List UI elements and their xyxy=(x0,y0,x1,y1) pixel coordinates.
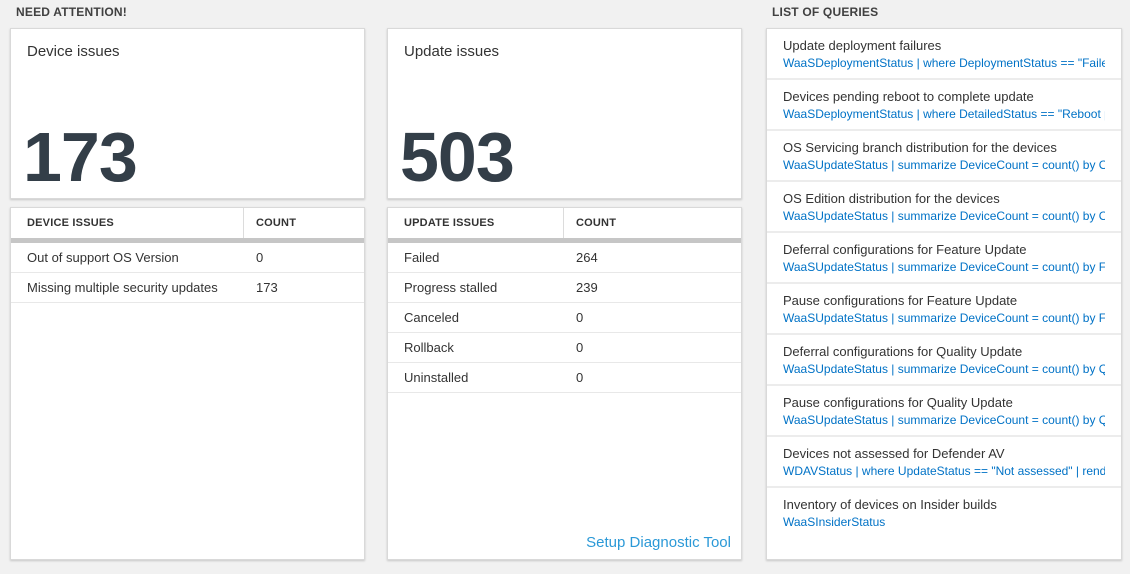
query-title: Deferral configurations for Feature Upda… xyxy=(783,242,1027,257)
device-issues-count: 173 xyxy=(23,118,138,196)
query-code-link[interactable]: WaaSUpdateStatus | summarize DeviceCount… xyxy=(783,209,1105,223)
query-title: Devices not assessed for Defender AV xyxy=(783,446,1005,461)
issue-count: 239 xyxy=(576,280,598,295)
query-list-item[interactable]: Deferral configurations for Feature Upda… xyxy=(767,233,1121,284)
query-title: Deferral configurations for Quality Upda… xyxy=(783,344,1023,359)
device-issues-header-count: COUNT xyxy=(256,217,297,229)
query-title: OS Edition distribution for the devices xyxy=(783,191,1000,206)
table-row[interactable]: Uninstalled 0 xyxy=(388,363,741,393)
table-row[interactable]: Rollback 0 xyxy=(388,333,741,363)
issue-name: Missing multiple security updates xyxy=(27,280,218,295)
query-list-item[interactable]: Inventory of devices on Insider builds W… xyxy=(767,488,1121,537)
update-issues-table-card: UPDATE ISSUES COUNT Failed 264 Progress … xyxy=(387,207,742,560)
query-code-link[interactable]: WaaSUpdateStatus | summarize DeviceCount… xyxy=(783,311,1105,325)
device-issues-header-name: DEVICE ISSUES xyxy=(11,208,244,238)
issue-count: 264 xyxy=(576,250,598,265)
query-title: OS Servicing branch distribution for the… xyxy=(783,140,1057,155)
query-title: Update deployment failures xyxy=(783,38,942,53)
query-title: Inventory of devices on Insider builds xyxy=(783,497,997,512)
query-code-link[interactable]: WaaSDeploymentStatus | where DetailedSta… xyxy=(783,107,1105,121)
query-list-item[interactable]: Update deployment failures WaaSDeploymen… xyxy=(767,29,1121,80)
query-list-item[interactable]: Devices pending reboot to complete updat… xyxy=(767,80,1121,131)
query-list-item[interactable]: Devices not assessed for Defender AV WDA… xyxy=(767,437,1121,488)
need-attention-section-label: NEED ATTENTION! xyxy=(16,5,127,19)
query-code-link[interactable]: WaaSUpdateStatus | summarize DeviceCount… xyxy=(783,158,1105,172)
device-issues-table-header: DEVICE ISSUES COUNT xyxy=(11,208,364,238)
update-issues-count: 503 xyxy=(400,118,515,196)
query-list-item[interactable]: Deferral configurations for Quality Upda… xyxy=(767,335,1121,386)
list-of-queries-section-label: LIST OF QUERIES xyxy=(772,5,879,19)
query-code-link[interactable]: WaaSUpdateStatus | summarize DeviceCount… xyxy=(783,260,1105,274)
query-code-link[interactable]: WaaSDeploymentStatus | where DeploymentS… xyxy=(783,56,1105,70)
issue-name: Failed xyxy=(404,250,440,265)
query-code-link[interactable]: WDAVStatus | where UpdateStatus == "Not … xyxy=(783,464,1105,478)
query-code-link[interactable]: WaaSUpdateStatus | summarize DeviceCount… xyxy=(783,413,1105,427)
issue-name: Progress stalled xyxy=(404,280,498,295)
query-list-item[interactable]: OS Servicing branch distribution for the… xyxy=(767,131,1121,182)
issue-count: 173 xyxy=(256,280,278,295)
update-issues-header-count: COUNT xyxy=(576,217,617,229)
issue-name: Canceled xyxy=(404,310,459,325)
update-issues-table-header: UPDATE ISSUES COUNT xyxy=(388,208,741,238)
query-title: Pause configurations for Feature Update xyxy=(783,293,1018,308)
issue-name: Rollback xyxy=(404,340,454,355)
table-separator-bar xyxy=(388,238,741,243)
issue-count: 0 xyxy=(576,370,584,385)
issue-count: 0 xyxy=(576,310,584,325)
table-row[interactable]: Failed 264 xyxy=(388,243,741,273)
query-list-item[interactable]: Pause configurations for Quality Update … xyxy=(767,386,1121,437)
query-list-item[interactable]: Pause configurations for Feature Update … xyxy=(767,284,1121,335)
issue-count: 0 xyxy=(576,340,584,355)
issue-count: 0 xyxy=(256,250,264,265)
update-issues-title: Update issues xyxy=(404,43,500,60)
device-issues-table-card: DEVICE ISSUES COUNT Out of support OS Ve… xyxy=(10,207,365,560)
query-title: Devices pending reboot to complete updat… xyxy=(783,89,1034,104)
table-separator-bar xyxy=(11,238,364,243)
table-row[interactable]: Missing multiple security updates 173 xyxy=(11,273,364,303)
query-code-link[interactable]: WaaSUpdateStatus | summarize DeviceCount… xyxy=(783,362,1105,376)
setup-diagnostic-tool-link[interactable]: Setup Diagnostic Tool xyxy=(586,534,731,551)
table-row[interactable]: Out of support OS Version 0 xyxy=(11,243,364,273)
device-issues-tile[interactable]: Device issues 173 xyxy=(10,28,365,199)
issue-name: Out of support OS Version xyxy=(27,250,179,265)
query-title: Pause configurations for Quality Update xyxy=(783,395,1013,410)
query-list-item[interactable]: OS Edition distribution for the devices … xyxy=(767,182,1121,233)
queries-list-card: Update deployment failures WaaSDeploymen… xyxy=(766,28,1122,560)
query-code-link[interactable]: WaaSInsiderStatus xyxy=(783,515,886,529)
issue-name: Uninstalled xyxy=(404,370,469,385)
update-issues-header-name: UPDATE ISSUES xyxy=(388,208,564,238)
table-row[interactable]: Progress stalled 239 xyxy=(388,273,741,303)
table-row[interactable]: Canceled 0 xyxy=(388,303,741,333)
update-issues-tile[interactable]: Update issues 503 xyxy=(387,28,742,199)
device-issues-title: Device issues xyxy=(27,43,120,60)
